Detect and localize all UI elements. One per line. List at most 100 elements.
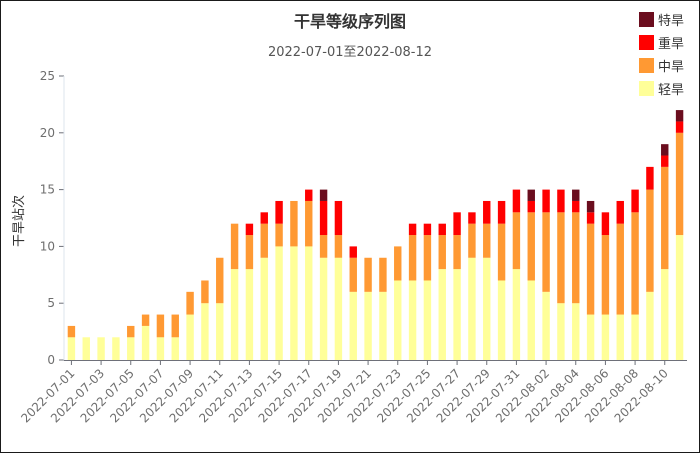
bar-segment[interactable]: [275, 200, 283, 224]
bar-segment[interactable]: [453, 235, 461, 270]
bar-segment[interactable]: [216, 257, 224, 304]
bar-segment[interactable]: [438, 269, 446, 360]
bar-segment[interactable]: [305, 246, 313, 360]
bar-segment[interactable]: [675, 235, 684, 360]
bar-segment[interactable]: [661, 155, 669, 167]
bar-segment[interactable]: [379, 257, 387, 292]
bar-segment[interactable]: [156, 314, 165, 338]
bar-segment[interactable]: [497, 223, 506, 281]
bar-segment[interactable]: [631, 189, 639, 213]
bar-segment[interactable]: [586, 200, 595, 213]
bar-segment[interactable]: [453, 269, 461, 360]
bar-segment[interactable]: [661, 166, 669, 270]
legend-swatch[interactable]: [639, 12, 654, 27]
bar-segment[interactable]: [319, 257, 328, 360]
bar-segment[interactable]: [230, 223, 239, 270]
bar-segment[interactable]: [483, 257, 491, 360]
bar-segment[interactable]: [646, 166, 654, 190]
bar-segment[interactable]: [260, 223, 268, 258]
bar-segment[interactable]: [156, 337, 165, 360]
bar-segment[interactable]: [82, 337, 90, 360]
bar-segment[interactable]: [67, 337, 76, 360]
bar-segment[interactable]: [186, 291, 194, 315]
bar-segment[interactable]: [245, 269, 254, 360]
bar-segment[interactable]: [542, 189, 550, 213]
bar-segment[interactable]: [275, 246, 283, 360]
bar-segment[interactable]: [290, 200, 298, 247]
bar-segment[interactable]: [497, 200, 506, 224]
bar-segment[interactable]: [661, 269, 669, 360]
bar-segment[interactable]: [364, 257, 372, 292]
bar-segment[interactable]: [394, 280, 402, 360]
bar-segment[interactable]: [601, 212, 610, 236]
bar-segment[interactable]: [572, 212, 580, 304]
bar-segment[interactable]: [230, 269, 239, 360]
bar-segment[interactable]: [557, 212, 565, 304]
bar-segment[interactable]: [408, 280, 417, 360]
bar-segment[interactable]: [453, 212, 461, 236]
bar-segment[interactable]: [468, 212, 476, 224]
bar-segment[interactable]: [141, 325, 150, 360]
bar-segment[interactable]: [408, 235, 417, 281]
bar-segment[interactable]: [171, 314, 179, 338]
bar-segment[interactable]: [675, 121, 684, 133]
bar-segment[interactable]: [141, 314, 150, 326]
bar-segment[interactable]: [497, 280, 506, 360]
bar-segment[interactable]: [260, 257, 268, 360]
bar-segment[interactable]: [586, 314, 595, 360]
bar-segment[interactable]: [364, 291, 372, 360]
bar-segment[interactable]: [616, 200, 624, 224]
bar-segment[interactable]: [468, 257, 476, 360]
bar-segment[interactable]: [572, 303, 580, 360]
bar-segment[interactable]: [319, 200, 328, 236]
bar-segment[interactable]: [512, 269, 521, 360]
bar-segment[interactable]: [67, 325, 76, 338]
bar-segment[interactable]: [646, 291, 654, 360]
bar-segment[interactable]: [349, 246, 357, 258]
bar-segment[interactable]: [186, 314, 194, 360]
bar-segment[interactable]: [586, 223, 595, 315]
bar-segment[interactable]: [631, 314, 639, 360]
bar-segment[interactable]: [349, 257, 357, 292]
legend-swatch[interactable]: [639, 81, 654, 96]
bar-segment[interactable]: [601, 235, 610, 315]
bar-segment[interactable]: [423, 223, 432, 236]
bar-segment[interactable]: [112, 337, 120, 360]
bar-segment[interactable]: [572, 200, 580, 213]
bar-segment[interactable]: [423, 280, 432, 360]
bar-segment[interactable]: [468, 223, 476, 258]
legend-swatch[interactable]: [639, 35, 654, 50]
bar-segment[interactable]: [290, 246, 298, 360]
bar-segment[interactable]: [616, 223, 624, 315]
bar-segment[interactable]: [527, 200, 535, 213]
bar-segment[interactable]: [542, 212, 550, 292]
bar-segment[interactable]: [527, 280, 535, 360]
bar-segment[interactable]: [438, 223, 446, 236]
legend-swatch[interactable]: [639, 58, 654, 73]
bar-segment[interactable]: [319, 235, 328, 258]
bar-segment[interactable]: [171, 337, 179, 360]
bar-segment[interactable]: [349, 291, 357, 360]
bar-segment[interactable]: [260, 212, 268, 224]
legend-label[interactable]: 轻旱: [658, 83, 684, 98]
bar-segment[interactable]: [616, 314, 624, 360]
bar-segment[interactable]: [483, 200, 491, 224]
bar-segment[interactable]: [245, 235, 254, 270]
bar-segment[interactable]: [438, 235, 446, 270]
bar-segment[interactable]: [201, 303, 209, 360]
bar-segment[interactable]: [334, 235, 343, 258]
legend-label[interactable]: 重旱: [658, 36, 684, 52]
bar-segment[interactable]: [394, 246, 402, 281]
legend-label[interactable]: 中旱: [658, 60, 684, 75]
bar-segment[interactable]: [245, 223, 254, 236]
bar-segment[interactable]: [305, 200, 313, 247]
bar-segment[interactable]: [512, 212, 521, 270]
bar-segment[interactable]: [527, 212, 535, 281]
bar-segment[interactable]: [275, 223, 283, 247]
bar-segment[interactable]: [557, 303, 565, 360]
bar-segment[interactable]: [97, 337, 105, 360]
bar-segment[interactable]: [601, 314, 610, 360]
bar-segment[interactable]: [305, 189, 313, 201]
bar-segment[interactable]: [483, 223, 491, 258]
bar-segment[interactable]: [512, 189, 521, 213]
